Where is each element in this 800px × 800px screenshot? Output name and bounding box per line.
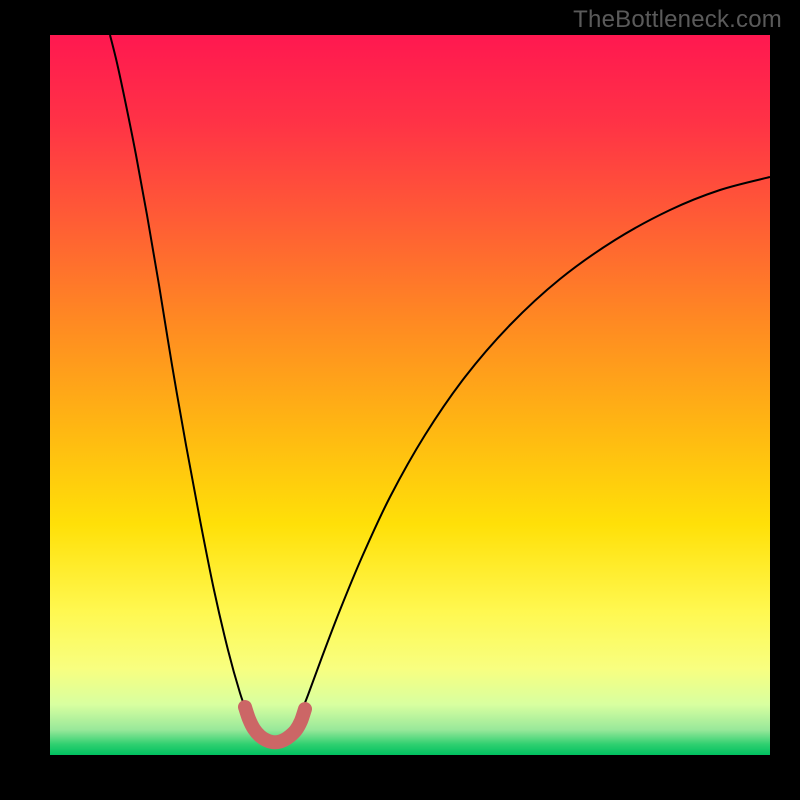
highlight-curve bbox=[245, 707, 305, 742]
plot-area bbox=[50, 35, 770, 755]
watermark-label: TheBottleneck.com bbox=[573, 6, 782, 34]
curves-layer bbox=[50, 35, 770, 755]
bottleneck-curve-right bbox=[300, 177, 770, 715]
bottleneck-curve-left bbox=[110, 35, 248, 715]
